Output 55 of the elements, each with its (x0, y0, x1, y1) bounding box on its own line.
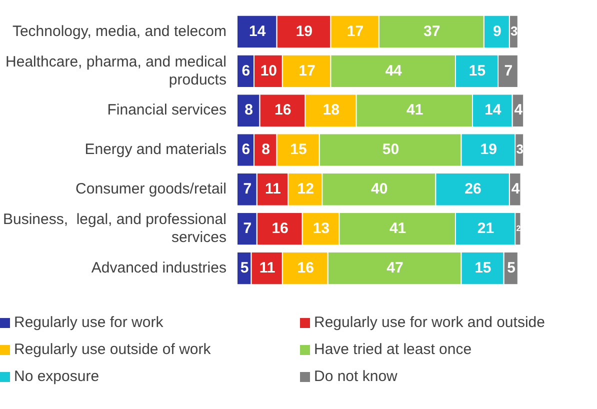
y-tick-label: Energy and materials (84, 141, 226, 158)
data-label: 16 (274, 102, 292, 119)
data-label: 21 (477, 220, 494, 237)
data-label: 15 (290, 141, 307, 158)
data-label: 14 (248, 22, 266, 40)
data-label: 6 (242, 141, 250, 158)
data-label: 7 (504, 62, 513, 80)
legend-label: Regularly use for work and outside (314, 314, 545, 331)
data-label: 5 (240, 259, 249, 276)
data-label: 7 (243, 180, 252, 198)
data-label: 4 (511, 180, 520, 198)
data-label: 8 (244, 102, 253, 119)
legend-label: Do not know (314, 368, 398, 385)
data-label: 11 (259, 259, 276, 276)
data-label: 15 (474, 259, 492, 276)
data-label: 5 (507, 259, 516, 276)
data-label: 7 (243, 220, 252, 237)
data-label: 8 (262, 141, 270, 158)
y-tick-label: Consumer goods/retail (76, 180, 226, 198)
data-label: 37 (424, 22, 440, 40)
y-tick-label: Technology, media, and telecom (12, 22, 226, 40)
data-label: 19 (296, 22, 312, 40)
data-label: 3 (510, 23, 518, 38)
data-label: 13 (312, 220, 330, 237)
data-label: 9 (492, 22, 502, 40)
legend-label: No exposure (14, 368, 100, 385)
data-label: 2 (516, 224, 522, 234)
legend-label: Regularly use for work (14, 314, 164, 331)
data-label: 50 (382, 141, 400, 158)
data-label: 47 (386, 259, 404, 276)
data-label: 15 (468, 62, 486, 80)
data-label: 17 (346, 22, 364, 40)
data-label: 16 (272, 220, 288, 237)
data-label: 4 (514, 102, 524, 119)
data-label: 41 (389, 220, 406, 237)
legend-label: Have tried at least once (314, 341, 472, 358)
data-label: 19 (480, 141, 497, 158)
data-label: 41 (406, 102, 424, 119)
data-label: 6 (242, 62, 250, 80)
data-label: 17 (298, 62, 316, 80)
data-label: 18 (322, 102, 340, 119)
data-label: 40 (371, 180, 388, 198)
y-tick-label: Advanced industries (91, 259, 226, 276)
data-label: 3 (516, 142, 524, 157)
legend-label: Regularly use outside of work (14, 341, 211, 358)
data-label: 16 (297, 259, 314, 276)
y-tick-label: Healthcare, pharma, and medical products (6, 53, 226, 88)
y-tick-label: Financial services (107, 102, 226, 119)
data-label: 14 (484, 102, 502, 119)
data-label: 10 (260, 62, 278, 80)
data-label: 44 (385, 62, 403, 80)
data-label: 12 (297, 180, 314, 198)
y-tick-label: Business, legal, and professional services (2, 211, 226, 246)
data-label: 11 (265, 180, 281, 198)
data-label: 26 (464, 180, 482, 198)
